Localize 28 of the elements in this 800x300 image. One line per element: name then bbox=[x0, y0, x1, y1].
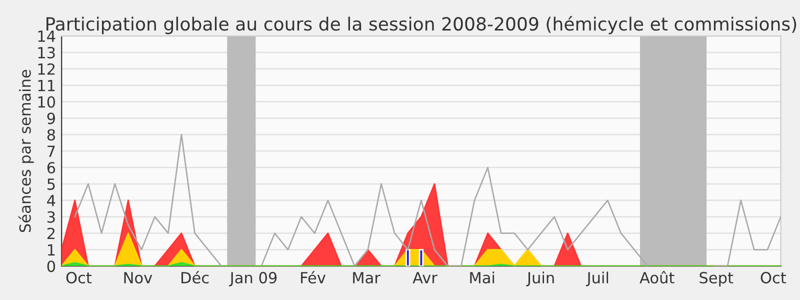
y-tick-label: 5 bbox=[48, 178, 55, 190]
y-tick-label: 2 bbox=[47, 228, 55, 240]
y-tick-label: 0 bbox=[47, 260, 56, 272]
x-tick-label: Nov bbox=[124, 272, 152, 284]
x-tick-label: Avr bbox=[412, 272, 438, 284]
x-tick-label: Déc bbox=[182, 271, 209, 284]
x-tick-label: Oct bbox=[66, 272, 92, 284]
x-tick-label: Fév bbox=[301, 271, 326, 284]
y-tick-label: 9 bbox=[47, 112, 55, 124]
x-tick-label: Oct bbox=[760, 272, 786, 284]
y-tick-label: 6 bbox=[47, 162, 56, 174]
x-tick-label: Août bbox=[640, 271, 674, 284]
y-tick-label: 8 bbox=[47, 129, 55, 141]
y-axis-title: Séances par semaine bbox=[18, 70, 34, 232]
y-tick-label: 11 bbox=[38, 80, 55, 92]
y-tick-label: 3 bbox=[47, 211, 55, 223]
x-tick-label: Jan 09 bbox=[229, 272, 277, 286]
y-tick-label: 4 bbox=[47, 195, 56, 206]
y-tick-label: 10 bbox=[38, 96, 56, 108]
y-tick-label: 13 bbox=[38, 46, 55, 58]
x-tick-label: Sept bbox=[700, 272, 734, 286]
x-tick-label: Mar bbox=[353, 272, 380, 284]
x-tick-label: Mai bbox=[470, 272, 494, 284]
y-tick-label: 7 bbox=[48, 146, 55, 157]
y-tick-label: 12 bbox=[38, 63, 55, 75]
x-tick-label: Juin bbox=[526, 272, 554, 286]
y-tick-label: 1 bbox=[48, 244, 55, 256]
x-tick-label: Juil bbox=[586, 272, 608, 286]
